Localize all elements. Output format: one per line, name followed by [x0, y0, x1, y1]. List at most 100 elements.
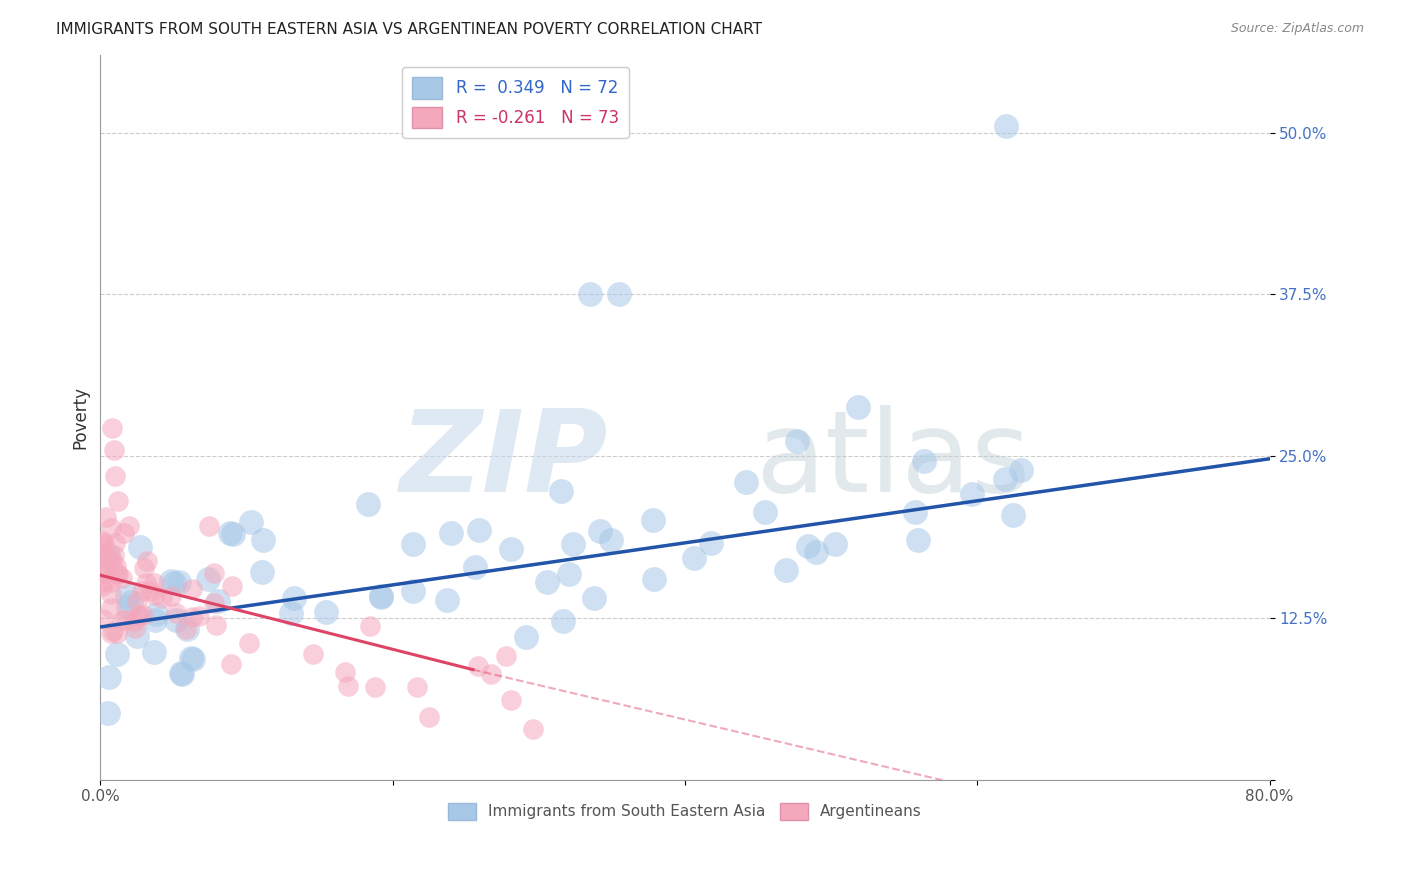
Point — [143, 588, 166, 602]
Point — [128, 608, 150, 623]
Point — [112, 526, 135, 541]
Point — [101, 554, 124, 568]
Point — [170, 666, 193, 681]
Legend: Immigrants from South Eastern Asia, Argentineans: Immigrants from South Eastern Asia, Arge… — [441, 797, 928, 826]
Point — [135, 576, 157, 591]
Point — [1002, 508, 1025, 522]
Text: atlas: atlas — [755, 405, 1031, 516]
Point — [197, 572, 219, 586]
Point — [90, 566, 112, 581]
Point — [683, 551, 706, 566]
Point — [93, 536, 115, 550]
Point — [775, 563, 797, 577]
Point — [536, 574, 558, 589]
Point — [786, 434, 808, 448]
Point — [127, 607, 149, 622]
Point — [100, 521, 122, 535]
Point — [145, 607, 167, 621]
Point — [118, 519, 141, 533]
Point — [90, 539, 112, 553]
Point — [806, 545, 828, 559]
Point — [1010, 463, 1032, 477]
Point — [221, 657, 243, 671]
Point — [105, 647, 128, 661]
Point — [364, 680, 387, 694]
Point — [252, 533, 274, 547]
Point — [700, 536, 723, 550]
Point — [98, 670, 121, 684]
Point — [115, 613, 138, 627]
Point — [124, 621, 146, 635]
Point — [479, 666, 502, 681]
Point — [125, 630, 148, 644]
Point — [100, 587, 122, 601]
Point — [205, 617, 228, 632]
Point — [103, 442, 125, 457]
Point — [356, 497, 378, 511]
Point — [90, 546, 112, 560]
Point — [962, 487, 984, 501]
Y-axis label: Poverty: Poverty — [72, 386, 89, 449]
Point — [180, 610, 202, 624]
Point — [111, 613, 134, 627]
Point — [101, 421, 124, 435]
Point — [180, 650, 202, 665]
Point — [160, 589, 183, 603]
Point — [501, 542, 523, 557]
Point — [97, 706, 120, 721]
Point — [117, 599, 139, 614]
Text: IMMIGRANTS FROM SOUTH EASTERN ASIA VS ARGENTINEAN POVERTY CORRELATION CHART: IMMIGRANTS FROM SOUTH EASTERN ASIA VS AR… — [56, 22, 762, 37]
Point — [406, 680, 429, 694]
Point — [283, 591, 305, 605]
Point — [91, 566, 114, 581]
Point — [515, 630, 537, 644]
Point — [561, 537, 583, 551]
Point — [221, 579, 243, 593]
Point — [202, 596, 225, 610]
Point — [100, 575, 122, 590]
Point — [202, 566, 225, 580]
Point — [218, 526, 240, 541]
Point — [238, 636, 260, 650]
Point — [402, 584, 425, 599]
Point — [464, 559, 486, 574]
Point — [335, 665, 357, 679]
Point — [641, 513, 664, 527]
Point — [136, 554, 159, 568]
Point — [103, 624, 125, 638]
Point — [105, 626, 128, 640]
Point — [222, 527, 245, 541]
Point — [589, 524, 612, 539]
Point — [143, 576, 166, 591]
Point — [97, 548, 120, 562]
Point — [132, 561, 155, 575]
Point — [100, 626, 122, 640]
Point — [579, 287, 602, 301]
Point — [467, 659, 489, 673]
Point — [993, 472, 1015, 486]
Point — [170, 667, 193, 681]
Point — [995, 120, 1018, 134]
Point — [315, 605, 337, 619]
Point — [754, 505, 776, 519]
Point — [129, 541, 152, 555]
Point — [188, 608, 211, 623]
Point — [120, 595, 142, 609]
Point — [301, 647, 323, 661]
Point — [150, 591, 173, 605]
Point — [370, 589, 392, 603]
Point — [98, 552, 121, 566]
Point — [143, 613, 166, 627]
Point — [370, 590, 392, 604]
Point — [402, 536, 425, 550]
Point — [607, 287, 630, 301]
Point — [280, 607, 302, 621]
Point — [499, 693, 522, 707]
Point — [131, 584, 153, 599]
Point — [643, 572, 665, 586]
Point — [495, 648, 517, 663]
Point — [91, 612, 114, 626]
Point — [131, 607, 153, 622]
Point — [107, 494, 129, 508]
Point — [104, 558, 127, 573]
